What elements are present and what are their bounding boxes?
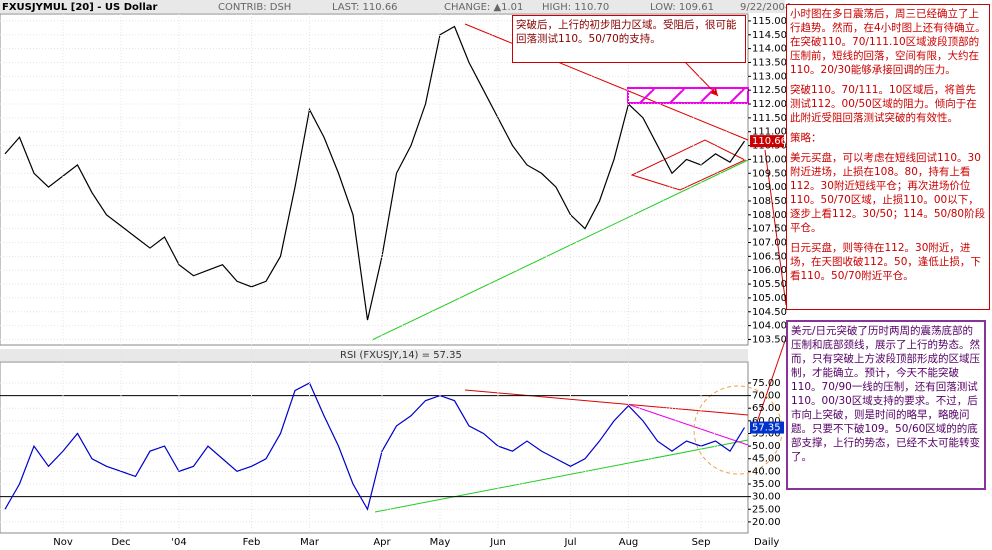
y-tick-label: 55.00 [752, 428, 781, 439]
y-tick-label: 35.00 [752, 479, 781, 490]
y-tick-label: 108.00 [752, 210, 787, 221]
rsi-trend-line [629, 404, 749, 446]
y-tick-label: 111.50 [752, 113, 787, 124]
x-tick-label: Aug [619, 537, 639, 548]
series-line [4, 25, 745, 321]
y-tick-label: 113.00 [752, 71, 787, 82]
annotation-box: 美元/日元突破了历时两周的震荡底部的压制和底部颈线，展示了上行的势态。然而，只有… [786, 320, 986, 490]
x-tick-label: Jul [563, 537, 576, 548]
y-tick-label: 108.50 [752, 196, 787, 207]
annotation-paragraph: 日元买盘，则等待在112。30附近，进场，在天图收破112。50，逢低止损，下看… [790, 242, 981, 282]
annotation-paragraph: 小时图在多日震荡后，周三已经确立了上行趋势。然而，在4小时图上还有待确立。在突破… [790, 8, 986, 76]
y-tick-label: 109.00 [752, 182, 787, 193]
x-tick-label: Mar [300, 537, 320, 548]
y-tick-label: 112.00 [752, 99, 787, 110]
y-tick-label: 65.00 [752, 403, 781, 414]
y-tick-label: 115.00 [752, 16, 787, 27]
contrib: CONTRIB: DSH [218, 2, 291, 13]
y-tick-label: 113.50 [752, 57, 787, 68]
arrow-head [710, 88, 718, 96]
x-tick-label: Apr [373, 537, 391, 548]
date: 9/22/2004 [740, 2, 791, 13]
x-tick-label: '04 [171, 537, 186, 548]
x-tick-label: Jun [489, 537, 506, 548]
x-tick-label: Dec [111, 537, 130, 548]
y-tick-label: 60.00 [752, 416, 781, 427]
symbol: FXUSJYMUL [20] - US Dollar [2, 2, 157, 13]
last-value-label: 57.35 [752, 423, 781, 434]
y-tick-label: 106.00 [752, 265, 787, 276]
change: CHANGE: ▲1.01 [444, 2, 523, 13]
x-tick-label: May [430, 537, 451, 548]
annotation-paragraph: 策略： [790, 132, 822, 144]
y-tick-label: 50.00 [752, 441, 781, 452]
y-tick-label: 20.00 [752, 517, 781, 528]
x-tick-label: Sep [692, 537, 711, 548]
series-line [4, 382, 746, 511]
channel [630, 139, 747, 191]
y-tick-label: 111.00 [752, 127, 787, 138]
y-tick-label: 30.00 [752, 492, 781, 503]
y-tick-label: 106.50 [752, 251, 787, 262]
y-tick-label: 107.00 [752, 238, 787, 249]
high: HIGH: 110.70 [542, 2, 609, 13]
last-value-label: 110.66 [752, 136, 787, 147]
arrow [755, 337, 787, 426]
y-tick-label: 45.00 [752, 454, 781, 465]
period-label: Daily [754, 537, 779, 548]
y-tick-label: 105.00 [752, 293, 787, 304]
y-tick-label: 112.50 [752, 85, 787, 96]
x-tick-label: Nov [53, 537, 73, 548]
y-tick-label: 103.50 [752, 334, 787, 345]
last-value-box [750, 135, 784, 148]
y-tick-label: 40.00 [752, 466, 781, 477]
trend-line [371, 159, 749, 341]
annotation-paragraph: 突破110。70/111。10区域后，将首先测试112。00/50区域的阻力。倾… [790, 84, 977, 124]
rsi-frame [0, 361, 749, 534]
arrow [764, 149, 787, 306]
y-tick-label: 110.00 [752, 154, 787, 165]
rsi-trend-line [374, 439, 749, 513]
annotation-paragraph: 美元买盘，可以考虑在短线回试110。30附近进场，止损在108。80，持有上看1… [790, 152, 986, 234]
price-frame [0, 13, 749, 346]
y-tick-label: 104.50 [752, 307, 787, 318]
y-tick-label: 105.50 [752, 279, 787, 290]
zone-hatch [639, 87, 746, 104]
y-tick-label: 107.50 [752, 224, 787, 235]
last-value-box [750, 421, 784, 434]
annotation-box: 小时图在多日震荡后，周三已经确立了上行趋势。然而，在4小时图上还有待确立。在突破… [786, 4, 990, 310]
last: LAST: 110.66 [332, 2, 398, 13]
y-tick-label: 114.50 [752, 30, 787, 41]
y-tick-label: 25.00 [752, 504, 781, 515]
header-bar [0, 0, 785, 13]
y-tick-label: 75.00 [752, 378, 781, 389]
x-tick-label: Feb [243, 537, 261, 548]
rsi-header-bar [0, 349, 748, 361]
low: LOW: 109.61 [650, 2, 714, 13]
arrow [684, 61, 719, 97]
y-tick-label: 109.50 [752, 168, 787, 179]
rsi-title: RSI (FXUSJY,14) = 57.35 [340, 350, 462, 361]
annotation-box: 突破后，上行的初步阻力区域。受阻后，很可能回落测试110。50/70的支持。 [512, 15, 746, 63]
y-tick-label: 114.00 [752, 44, 787, 55]
y-tick-label: 104.00 [752, 321, 787, 332]
y-tick-label: 70.00 [752, 391, 781, 402]
